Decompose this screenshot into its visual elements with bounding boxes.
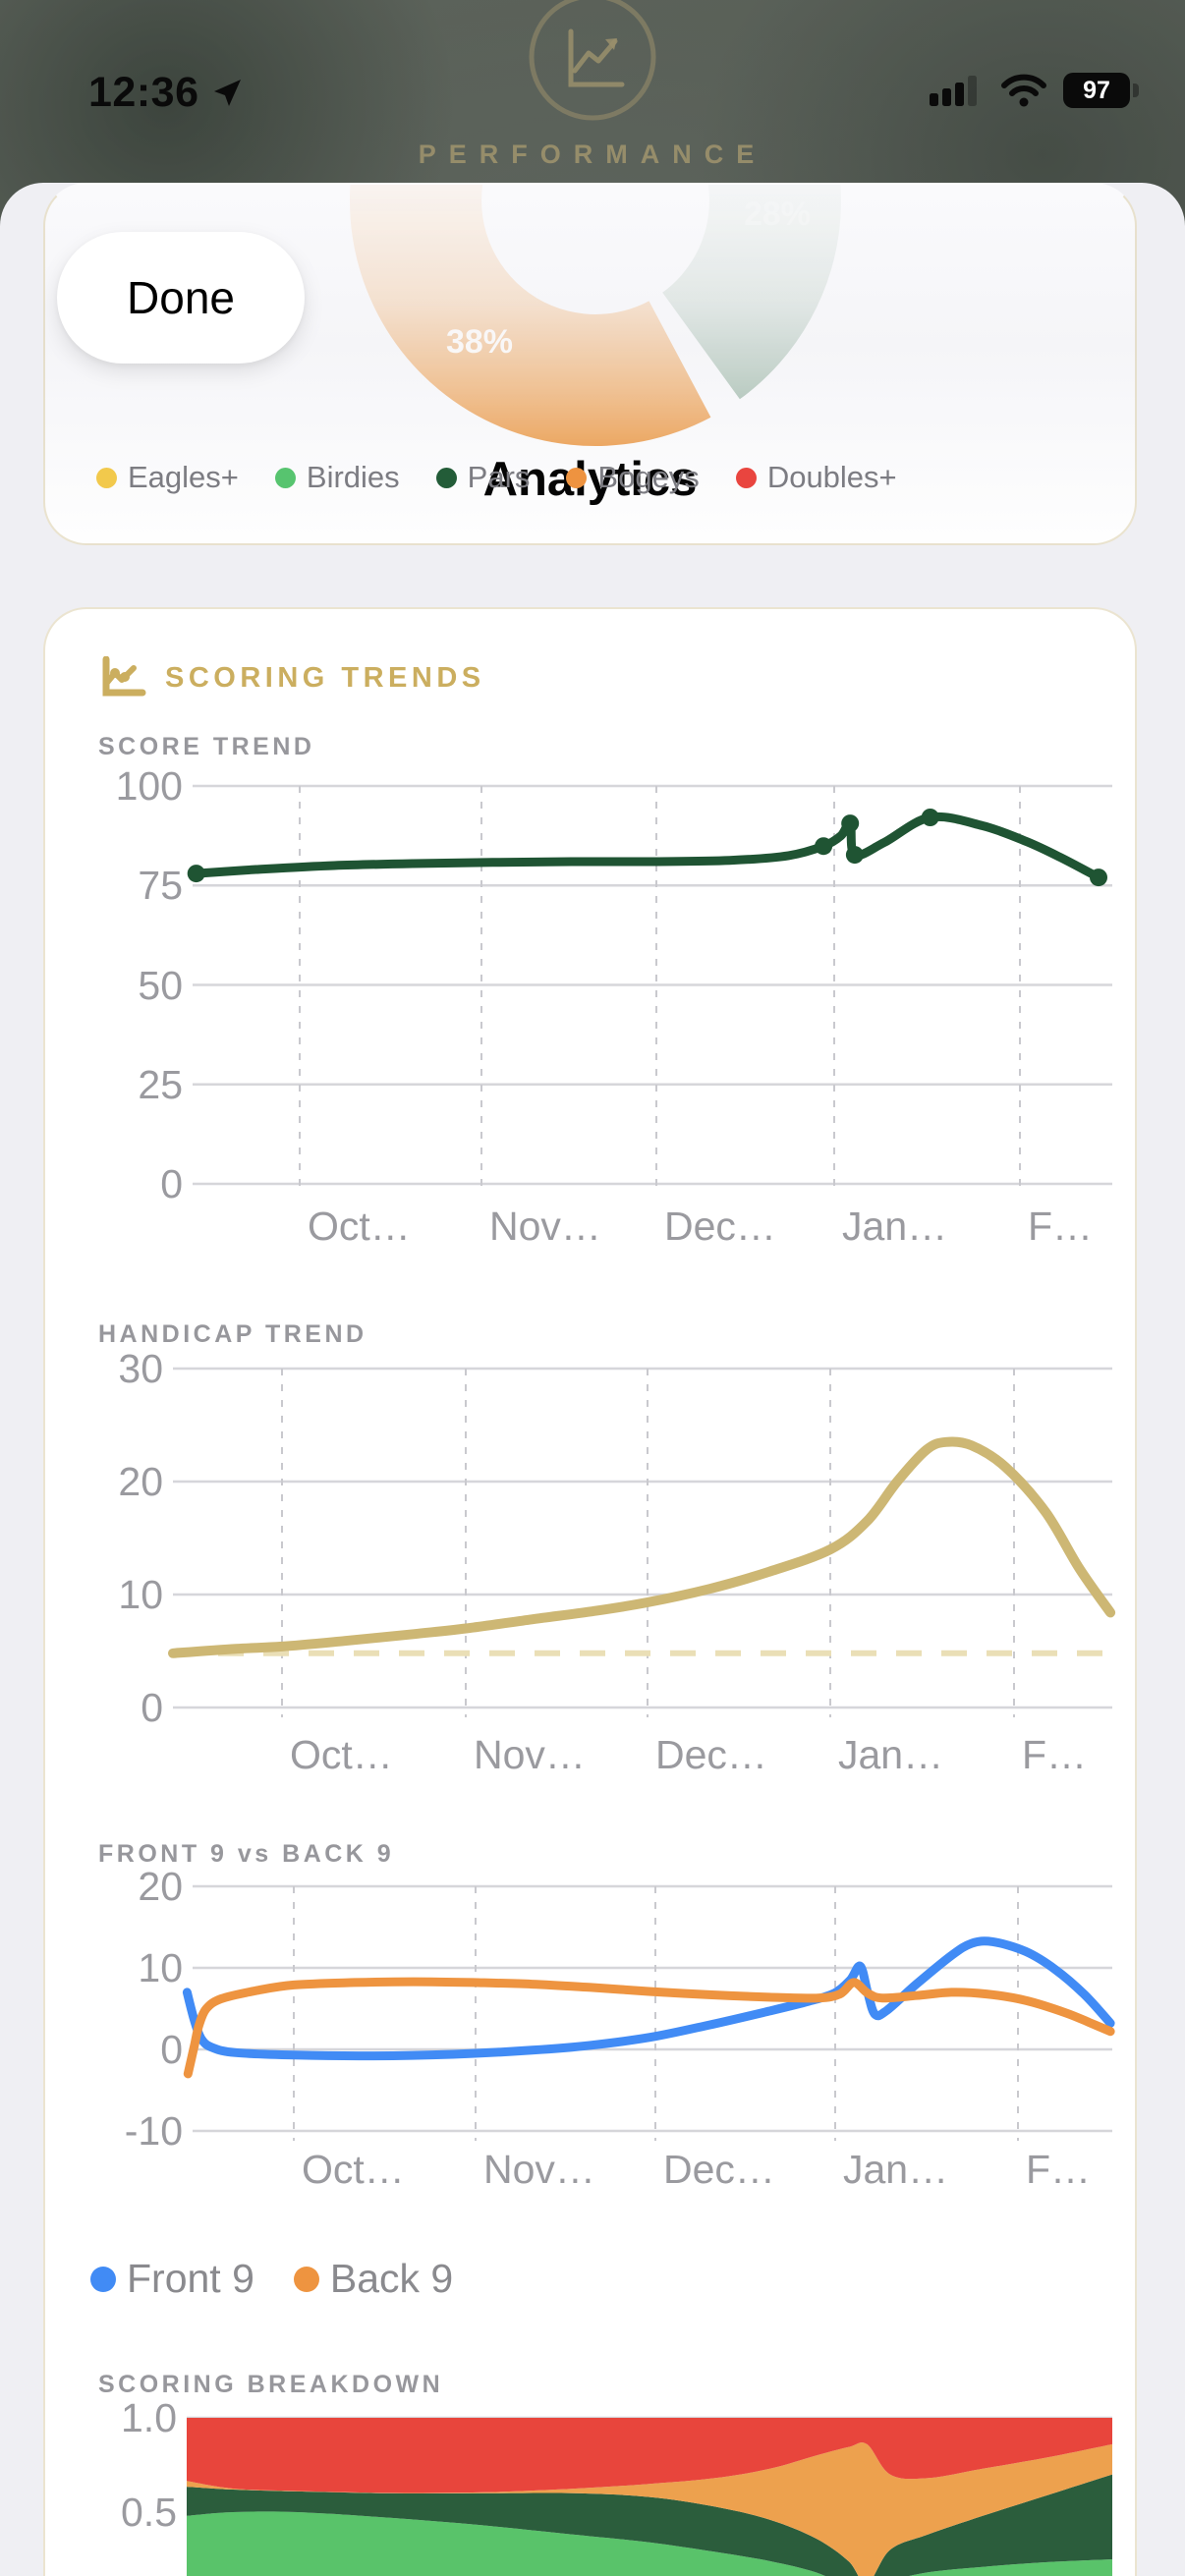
legend-dot xyxy=(566,467,588,488)
nav-card: 28% 38% Done Analytics Eagles+ Birdies Pars… xyxy=(43,183,1137,545)
legend-label: Bogeys xyxy=(597,460,700,494)
donut-percent-label: 38% xyxy=(446,323,513,361)
signal-icon xyxy=(930,76,977,106)
legend-label: Pars xyxy=(467,460,531,494)
battery-indicator: 97 xyxy=(1063,73,1139,108)
donut-percent-label: 28% xyxy=(744,196,811,233)
donut-chart: 28% 38% xyxy=(350,185,841,446)
status-bar-left: 12:36 xyxy=(88,69,244,117)
performance-title: PERFORMANCE xyxy=(418,140,767,169)
wifi-icon xyxy=(1001,74,1046,107)
scoring-legend: Eagles+ Birdies Pars Bogeys Doubles+ xyxy=(96,456,897,499)
legend-dot xyxy=(435,467,457,488)
page-title: Analytics xyxy=(482,453,698,506)
legend-item: Eagles+ xyxy=(96,460,239,495)
legend-dot xyxy=(735,467,757,488)
analytics-sheet[interactable]: 28% 38% Done Analytics Eagles+ Birdies Pars… xyxy=(0,183,1185,2576)
legend-label: Birdies xyxy=(306,460,400,494)
legend-item: Doubles+ xyxy=(735,460,897,495)
location-icon xyxy=(214,79,242,106)
status-time: 12:36 xyxy=(88,69,199,116)
legend-item: Pars xyxy=(435,460,531,495)
trends-card: SCORING TRENDS xyxy=(43,607,1137,2576)
legend-label: Doubles+ xyxy=(766,460,897,494)
donut-segment-bogeys xyxy=(350,185,711,446)
legend-dot xyxy=(274,467,296,488)
donut-segment-pars xyxy=(662,185,841,400)
scoring-trends-title: SCORING TRENDS xyxy=(165,661,485,694)
legend-label: Eagles+ xyxy=(128,460,239,494)
legend-item: Bogeys xyxy=(566,460,700,495)
legend-item: Birdies xyxy=(274,460,400,495)
legend-dot xyxy=(96,467,117,488)
status-bar-right: 97 xyxy=(930,73,1139,108)
battery-percent: 97 xyxy=(1083,76,1110,104)
line-chart-icon xyxy=(102,656,146,697)
performance-app-icon xyxy=(529,0,656,121)
done-button[interactable]: Done xyxy=(57,232,305,364)
scoring-trends-header: SCORING TRENDS xyxy=(100,656,485,700)
